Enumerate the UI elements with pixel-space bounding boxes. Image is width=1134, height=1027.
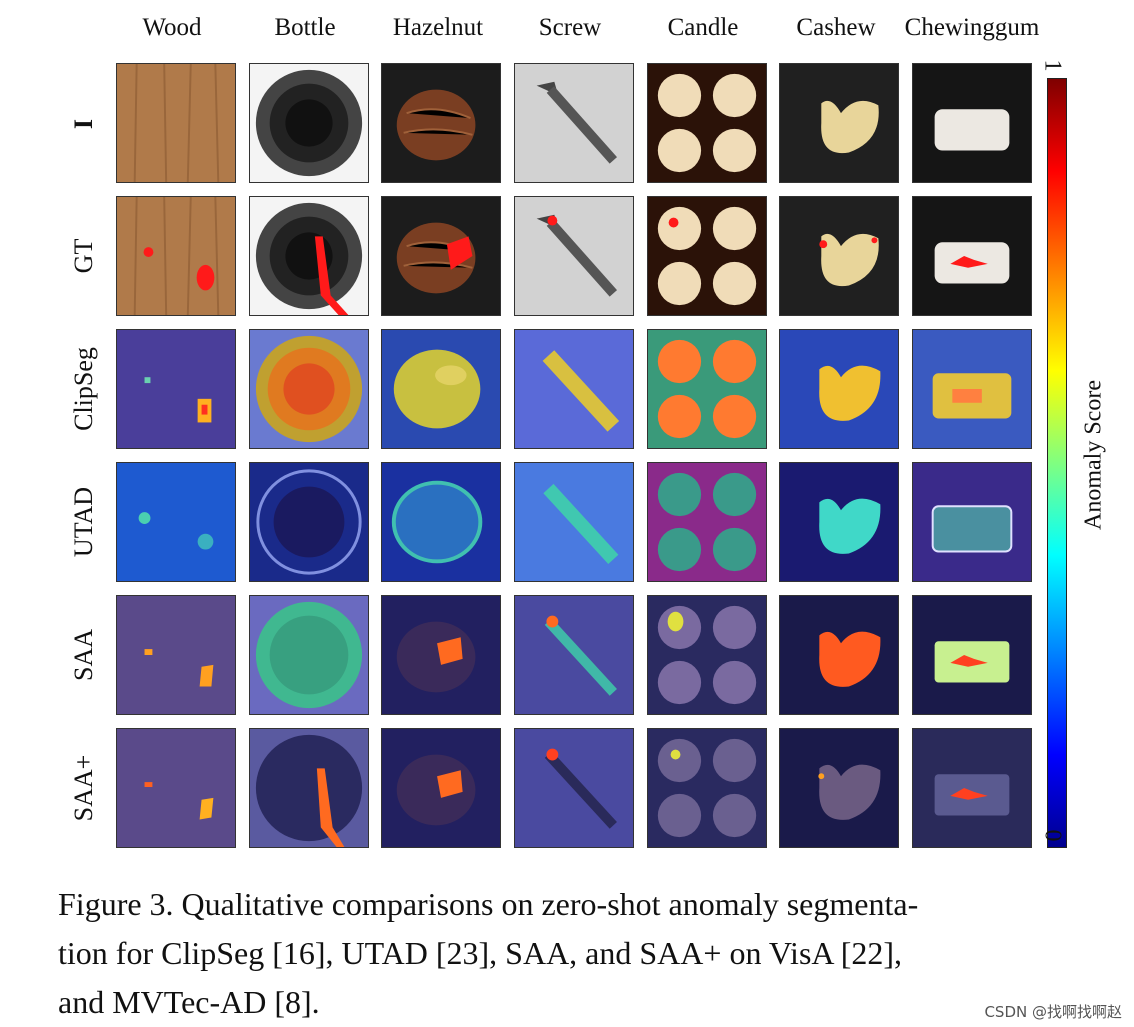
image-input-hazelnut [381, 63, 501, 183]
image-gt-cashew [779, 196, 899, 316]
image-saa-wood [116, 595, 236, 715]
row-label-input: I [69, 118, 98, 130]
image-saa-plus-cashew [779, 728, 899, 848]
row-label-utad: UTAD [69, 486, 98, 558]
image-saa-candle [647, 595, 767, 715]
row-label-saa: SAA [69, 628, 98, 682]
caption-line-2: tion for ClipSeg [16], UTAD [23], SAA, a… [58, 935, 903, 971]
image-saa-chewinggum [912, 595, 1032, 715]
qualitative-comparison-figure: Wood Bottle Hazelnut Screw Candle Cashew… [69, 14, 1107, 848]
image-input-wood [116, 63, 236, 183]
column-label-candle: Candle [667, 14, 739, 41]
image-saa-plus-screw [514, 728, 634, 848]
image-clipseg-screw [514, 329, 634, 449]
column-label-wood: Wood [142, 14, 202, 41]
image-utad-screw [514, 462, 634, 582]
row-label-clipseg: ClipSeg [69, 347, 98, 431]
colorbar-max-label: 1 [1039, 59, 1066, 72]
image-utad-candle [647, 462, 767, 582]
caption-line-3: and MVTec-AD [8]. [58, 984, 320, 1020]
image-saa-bottle [249, 595, 369, 715]
column-label-cashew: Cashew [796, 14, 876, 41]
image-clipseg-bottle [249, 329, 369, 449]
row-label-saa-plus: SAA+ [69, 754, 98, 822]
image-clipseg-wood [116, 329, 236, 449]
image-saa-cashew [779, 595, 899, 715]
image-input-chewinggum [912, 63, 1032, 183]
image-input-bottle [249, 63, 369, 183]
image-input-cashew [779, 63, 899, 183]
image-saa-hazelnut [381, 595, 501, 715]
image-clipseg-chewinggum [912, 329, 1032, 449]
column-label-hazelnut: Hazelnut [392, 14, 484, 41]
image-gt-candle [647, 196, 767, 316]
image-gt-screw [514, 196, 634, 316]
image-saa-plus-candle [647, 728, 767, 848]
image-clipseg-candle [647, 329, 767, 449]
image-gt-chewinggum [912, 196, 1032, 316]
image-gt-bottle [249, 196, 369, 316]
colorbar-min-label: 0 [1039, 829, 1066, 842]
caption-line-1: Figure 3. Qualitative comparisons on zer… [58, 886, 919, 922]
image-saa-plus-wood [116, 728, 236, 848]
column-label-screw: Screw [538, 14, 602, 41]
column-label-chewinggum: Chewinggum [904, 14, 1040, 41]
image-input-screw [514, 63, 634, 183]
image-saa-plus-hazelnut [381, 728, 501, 848]
figure-caption: Figure 3. Qualitative comparisons on zer… [58, 880, 1118, 1027]
column-label-bottle: Bottle [274, 14, 336, 41]
image-clipseg-hazelnut [381, 329, 501, 449]
image-gt-hazelnut [381, 196, 501, 316]
image-utad-hazelnut [381, 462, 501, 582]
image-saa-plus-chewinggum [912, 728, 1032, 848]
image-saa-plus-bottle [249, 728, 369, 848]
image-utad-wood [116, 462, 236, 582]
csdn-watermark: CSDN @找啊找啊赵 [984, 1003, 1122, 1021]
image-input-candle [647, 63, 767, 183]
image-utad-chewinggum [912, 462, 1032, 582]
row-label-gt: GT [69, 238, 98, 274]
colorbar-axis-label: Anomaly Score [1080, 380, 1107, 530]
image-utad-cashew [779, 462, 899, 582]
image-utad-bottle [249, 462, 369, 582]
anomaly-colorbar [1047, 78, 1067, 848]
image-saa-screw [514, 595, 634, 715]
image-clipseg-cashew [779, 329, 899, 449]
image-gt-wood [116, 196, 236, 316]
